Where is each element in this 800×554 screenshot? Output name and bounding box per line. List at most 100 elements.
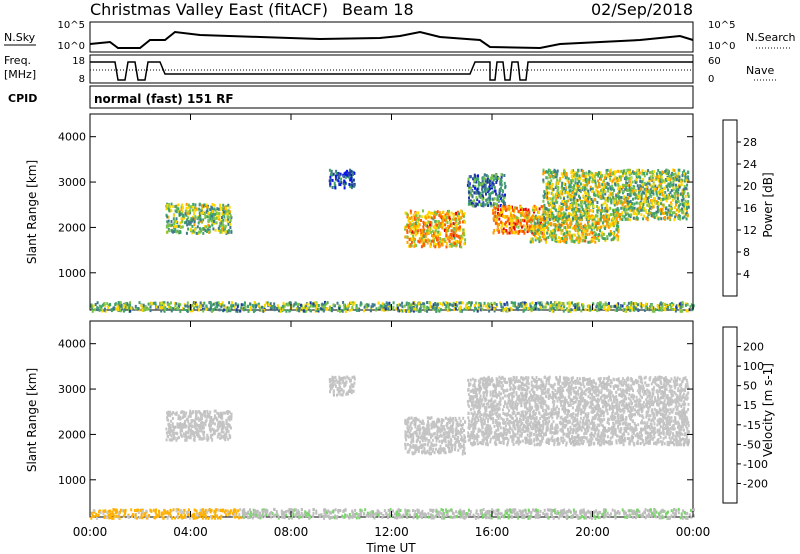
data-cell	[617, 192, 620, 195]
data-cell	[389, 305, 392, 309]
data-cell	[577, 216, 580, 220]
data-cell	[674, 206, 676, 210]
data-cell	[520, 304, 523, 308]
data-cell	[333, 184, 336, 188]
data-cell	[616, 215, 619, 218]
data-cell	[185, 424, 188, 428]
data-cell	[565, 228, 567, 232]
freq-panel: Freq. [MHz] 18 8 60 0 Nave	[4, 54, 778, 85]
data-cell	[288, 301, 291, 305]
data-cell	[355, 306, 358, 310]
data-cell	[218, 425, 221, 429]
data-cell	[486, 180, 489, 184]
data-cell	[635, 175, 638, 179]
data-cell	[473, 173, 476, 177]
data-cell	[423, 242, 426, 246]
data-cell	[441, 238, 444, 242]
data-cell	[548, 214, 551, 218]
data-cell	[459, 244, 461, 248]
data-cell	[125, 305, 128, 309]
data-cell	[655, 177, 658, 181]
data-cell	[560, 211, 563, 215]
data-cell	[193, 212, 195, 216]
data-cell	[671, 194, 673, 198]
data-cell	[644, 200, 647, 204]
data-cell	[615, 194, 618, 198]
data-cell	[646, 197, 649, 200]
data-cell	[445, 219, 448, 223]
data-cell	[174, 412, 177, 416]
data-cell	[594, 181, 597, 185]
data-cell	[567, 225, 570, 229]
data-cell	[572, 191, 574, 195]
data-cell	[510, 223, 513, 227]
data-cell	[679, 202, 682, 206]
data-cell	[476, 198, 479, 202]
data-cell	[182, 413, 185, 416]
data-cell	[542, 212, 545, 216]
data-cell	[169, 430, 171, 434]
data-cell	[412, 301, 415, 305]
data-cell	[344, 307, 347, 310]
data-cell	[615, 208, 618, 212]
data-cell	[343, 183, 346, 187]
data-cell	[657, 217, 660, 221]
data-cell	[674, 200, 677, 204]
data-cell	[414, 237, 417, 241]
data-cell	[302, 307, 305, 310]
data-cell	[573, 212, 576, 216]
data-cell	[524, 305, 527, 308]
data-cell	[203, 301, 206, 305]
data-cell	[646, 216, 649, 220]
data-cell	[677, 172, 680, 176]
data-cell	[555, 175, 558, 179]
data-cell	[548, 218, 551, 222]
data-cell	[189, 436, 192, 440]
data-cell	[437, 230, 440, 234]
data-cell	[506, 231, 509, 235]
data-cell	[331, 186, 334, 189]
data-cell	[540, 301, 543, 305]
data-cell	[204, 229, 207, 232]
data-cell	[414, 307, 417, 311]
data-cell	[542, 194, 545, 198]
data-cell	[450, 303, 453, 307]
data-cell	[585, 225, 588, 229]
data-cell	[500, 308, 503, 312]
data-cell	[522, 209, 524, 213]
data-cell	[401, 309, 404, 313]
data-cell	[565, 222, 568, 226]
data-cell	[438, 223, 441, 227]
data-cell	[445, 234, 448, 238]
data-cell	[651, 202, 654, 206]
colorbar-tick-label: 28	[743, 136, 757, 149]
data-cell	[659, 302, 662, 306]
data-cell	[532, 216, 535, 220]
data-cell	[406, 223, 409, 227]
data-cell	[196, 434, 199, 438]
data-cell	[107, 304, 110, 307]
data-cell	[409, 309, 412, 313]
data-cell	[585, 211, 588, 215]
data-cell	[296, 308, 299, 312]
data-cell	[439, 215, 442, 219]
data-cell	[526, 222, 529, 226]
data-cell	[598, 183, 600, 186]
data-cell	[576, 192, 579, 196]
data-cell	[621, 218, 624, 222]
data-cell	[352, 301, 354, 305]
data-cell	[142, 303, 145, 307]
data-cell	[212, 227, 215, 231]
data-cell	[218, 224, 221, 228]
data-cell	[452, 234, 455, 238]
data-cell	[527, 208, 530, 212]
data-cell	[573, 184, 576, 188]
data-cell	[564, 172, 567, 176]
data-cell	[175, 217, 178, 221]
data-cell	[502, 214, 504, 218]
data-cell	[630, 301, 633, 305]
data-cell	[317, 304, 320, 307]
data-cell	[208, 308, 211, 312]
data-cell	[175, 302, 178, 306]
data-cell	[645, 302, 647, 306]
